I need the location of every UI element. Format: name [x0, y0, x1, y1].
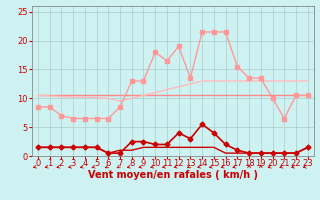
X-axis label: Vent moyen/en rafales ( km/h ): Vent moyen/en rafales ( km/h ) [88, 170, 258, 180]
